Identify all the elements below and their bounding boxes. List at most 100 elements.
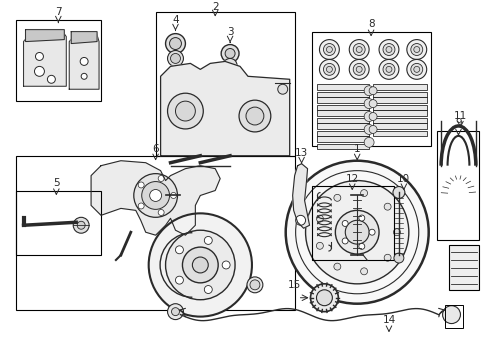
Circle shape bbox=[170, 193, 176, 198]
Polygon shape bbox=[69, 32, 99, 89]
Circle shape bbox=[410, 44, 422, 55]
Polygon shape bbox=[25, 30, 64, 41]
Circle shape bbox=[47, 75, 55, 83]
Circle shape bbox=[384, 254, 390, 261]
Text: 12: 12 bbox=[345, 174, 358, 184]
Bar bbox=[447, 245, 478, 290]
Circle shape bbox=[326, 46, 332, 53]
Circle shape bbox=[277, 84, 287, 94]
Circle shape bbox=[382, 44, 394, 55]
Circle shape bbox=[348, 59, 368, 79]
Bar bbox=[317, 84, 368, 90]
Bar bbox=[372, 105, 426, 110]
Circle shape bbox=[392, 186, 404, 198]
Bar bbox=[372, 123, 426, 129]
Circle shape bbox=[148, 213, 251, 316]
Circle shape bbox=[224, 49, 235, 58]
Circle shape bbox=[204, 237, 212, 244]
Circle shape bbox=[406, 40, 426, 59]
Text: 4: 4 bbox=[172, 15, 179, 25]
Bar bbox=[317, 105, 368, 110]
Circle shape bbox=[342, 220, 347, 226]
Circle shape bbox=[175, 276, 183, 284]
Circle shape bbox=[360, 190, 367, 197]
Circle shape bbox=[171, 308, 179, 316]
Text: 1: 1 bbox=[353, 144, 360, 154]
Text: 10: 10 bbox=[396, 174, 409, 184]
Circle shape bbox=[169, 37, 181, 50]
Circle shape bbox=[80, 58, 88, 66]
Bar bbox=[436, 131, 478, 240]
Bar bbox=[372, 97, 426, 103]
Circle shape bbox=[175, 246, 183, 254]
Text: 3: 3 bbox=[226, 27, 233, 37]
Circle shape bbox=[316, 215, 323, 222]
Bar bbox=[317, 97, 368, 103]
Circle shape bbox=[385, 66, 391, 72]
Circle shape bbox=[364, 99, 373, 109]
Circle shape bbox=[352, 63, 365, 75]
Polygon shape bbox=[292, 164, 309, 228]
Circle shape bbox=[382, 63, 394, 75]
Circle shape bbox=[36, 53, 43, 60]
Circle shape bbox=[442, 306, 460, 324]
Text: 15: 15 bbox=[287, 280, 301, 290]
Circle shape bbox=[310, 284, 338, 312]
Circle shape bbox=[165, 230, 235, 300]
Circle shape bbox=[81, 73, 87, 79]
Circle shape bbox=[319, 40, 339, 59]
Circle shape bbox=[249, 280, 259, 290]
Bar bbox=[16, 190, 101, 255]
Bar bbox=[317, 136, 368, 142]
Circle shape bbox=[352, 44, 365, 55]
Polygon shape bbox=[23, 30, 66, 86]
Circle shape bbox=[364, 138, 373, 147]
Polygon shape bbox=[91, 161, 220, 235]
Circle shape bbox=[142, 181, 169, 210]
Circle shape bbox=[316, 290, 332, 306]
Circle shape bbox=[385, 46, 391, 53]
Circle shape bbox=[333, 194, 340, 201]
Text: 11: 11 bbox=[453, 111, 466, 121]
Circle shape bbox=[358, 215, 364, 221]
Circle shape bbox=[364, 86, 373, 96]
Circle shape bbox=[413, 66, 419, 72]
Bar bbox=[372, 110, 426, 116]
Text: 9: 9 bbox=[454, 118, 461, 128]
Circle shape bbox=[323, 44, 335, 55]
Circle shape bbox=[239, 100, 270, 132]
Circle shape bbox=[295, 215, 305, 225]
Circle shape bbox=[73, 217, 89, 233]
Text: 6: 6 bbox=[152, 144, 159, 154]
Bar bbox=[317, 118, 368, 123]
Bar bbox=[311, 32, 430, 146]
Bar bbox=[444, 305, 463, 328]
Circle shape bbox=[364, 125, 373, 134]
Circle shape bbox=[355, 66, 362, 72]
Bar bbox=[155, 12, 294, 156]
Circle shape bbox=[223, 58, 237, 72]
Circle shape bbox=[305, 181, 408, 284]
Circle shape bbox=[182, 247, 218, 283]
Circle shape bbox=[413, 46, 419, 53]
Circle shape bbox=[167, 304, 183, 320]
Circle shape bbox=[149, 189, 161, 202]
Text: 2: 2 bbox=[211, 2, 218, 12]
Circle shape bbox=[368, 126, 376, 134]
Circle shape bbox=[355, 46, 362, 53]
Circle shape bbox=[165, 33, 185, 54]
Circle shape bbox=[384, 203, 390, 210]
Circle shape bbox=[333, 263, 340, 270]
Circle shape bbox=[167, 50, 183, 66]
Circle shape bbox=[192, 257, 208, 273]
Bar bbox=[372, 118, 426, 123]
Circle shape bbox=[393, 229, 400, 236]
Circle shape bbox=[368, 229, 374, 235]
Circle shape bbox=[175, 101, 195, 121]
Circle shape bbox=[326, 66, 332, 72]
Circle shape bbox=[345, 220, 368, 244]
Bar bbox=[317, 131, 368, 136]
Circle shape bbox=[316, 242, 323, 249]
Circle shape bbox=[368, 87, 376, 95]
Circle shape bbox=[378, 40, 398, 59]
